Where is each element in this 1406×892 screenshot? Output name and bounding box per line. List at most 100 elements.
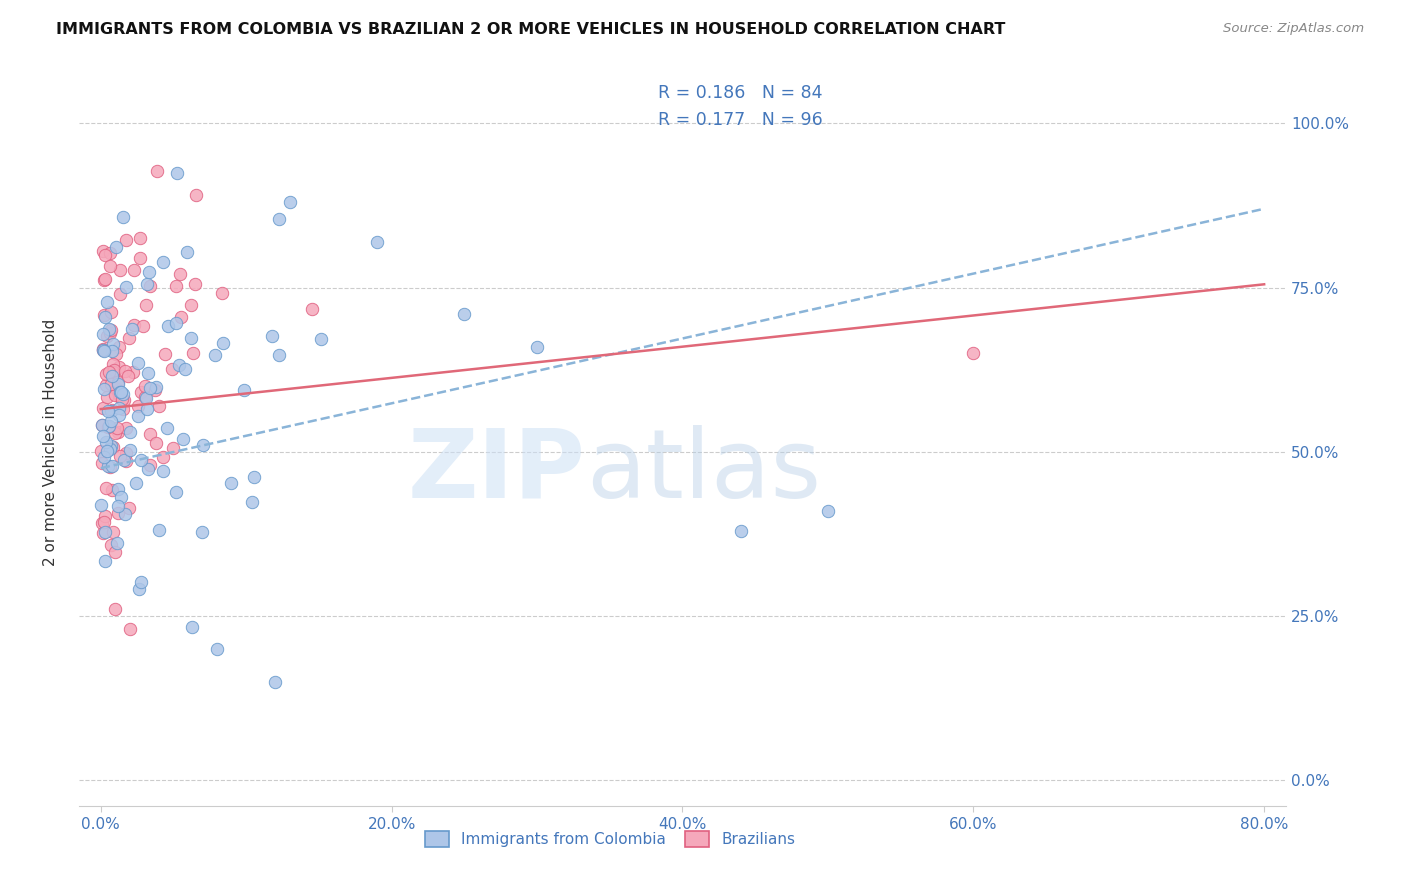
Point bbox=[104, 426, 127, 441]
Point bbox=[165, 279, 187, 293]
Point bbox=[170, 310, 193, 324]
Point bbox=[176, 245, 198, 260]
Point bbox=[138, 458, 160, 473]
Point bbox=[104, 545, 127, 559]
Point bbox=[110, 491, 132, 505]
Point bbox=[105, 382, 128, 396]
Point bbox=[301, 302, 323, 317]
Point bbox=[93, 382, 115, 396]
Point bbox=[111, 392, 134, 406]
Text: atlas: atlas bbox=[586, 425, 821, 517]
Point bbox=[98, 246, 121, 260]
Point bbox=[155, 347, 177, 361]
Point bbox=[134, 379, 156, 393]
Point bbox=[96, 295, 118, 310]
Point bbox=[112, 392, 135, 407]
Point bbox=[101, 336, 124, 351]
Point bbox=[730, 524, 752, 538]
Point bbox=[110, 384, 132, 399]
Point bbox=[90, 418, 112, 433]
Y-axis label: 2 or more Vehicles in Household: 2 or more Vehicles in Household bbox=[44, 318, 58, 566]
Point bbox=[162, 441, 184, 455]
Point bbox=[93, 308, 115, 322]
Point bbox=[96, 391, 118, 405]
Point bbox=[108, 262, 131, 277]
Point bbox=[108, 409, 131, 423]
Point bbox=[267, 211, 290, 226]
Point bbox=[152, 464, 174, 478]
Point bbox=[128, 582, 150, 596]
Point bbox=[191, 525, 214, 540]
Point bbox=[93, 247, 115, 261]
Point bbox=[105, 536, 128, 550]
Point bbox=[91, 401, 114, 415]
Point bbox=[105, 347, 128, 361]
Point bbox=[107, 499, 129, 513]
Point bbox=[101, 525, 124, 540]
Point bbox=[108, 286, 131, 301]
Point bbox=[105, 421, 128, 435]
Point bbox=[232, 383, 254, 397]
Point bbox=[94, 508, 117, 523]
Point bbox=[148, 523, 170, 537]
Point bbox=[93, 273, 115, 287]
Point bbox=[311, 332, 333, 346]
Legend: Immigrants from Colombia, Brazilians: Immigrants from Colombia, Brazilians bbox=[419, 824, 801, 854]
Point bbox=[97, 364, 120, 378]
Point bbox=[156, 318, 179, 333]
Point bbox=[91, 526, 114, 541]
Point bbox=[122, 318, 145, 333]
Point bbox=[105, 239, 128, 253]
Point bbox=[129, 384, 152, 399]
Point bbox=[112, 210, 135, 224]
Point bbox=[100, 323, 122, 337]
Text: R = 0.186   N = 84: R = 0.186 N = 84 bbox=[658, 85, 823, 103]
Point bbox=[90, 498, 112, 512]
Point bbox=[115, 421, 138, 435]
Point bbox=[101, 365, 124, 379]
Point bbox=[114, 280, 136, 294]
Point bbox=[139, 427, 162, 442]
Point bbox=[103, 357, 125, 371]
Point bbox=[191, 438, 214, 452]
Point bbox=[166, 166, 188, 180]
Point bbox=[204, 348, 226, 362]
Point bbox=[91, 343, 114, 357]
Point bbox=[108, 401, 131, 415]
Point bbox=[139, 381, 162, 395]
Point bbox=[97, 420, 120, 434]
Point bbox=[129, 452, 152, 467]
Point bbox=[114, 453, 136, 467]
Point bbox=[143, 384, 166, 398]
Point bbox=[104, 602, 127, 616]
Point bbox=[817, 504, 839, 518]
Point bbox=[145, 380, 167, 394]
Point bbox=[91, 244, 114, 259]
Point bbox=[366, 235, 388, 249]
Point bbox=[98, 459, 121, 474]
Point bbox=[212, 336, 235, 351]
Point bbox=[145, 164, 167, 178]
Point bbox=[267, 348, 290, 362]
Point bbox=[103, 440, 125, 454]
Point bbox=[104, 388, 127, 402]
Point bbox=[127, 399, 149, 413]
Point bbox=[93, 554, 115, 568]
Point bbox=[112, 452, 135, 467]
Point bbox=[101, 368, 124, 383]
Point bbox=[101, 403, 124, 417]
Point bbox=[91, 326, 114, 341]
Point bbox=[97, 403, 120, 417]
Point bbox=[128, 252, 150, 266]
Point bbox=[107, 507, 129, 521]
Point bbox=[129, 574, 152, 589]
Point bbox=[165, 316, 187, 330]
Point bbox=[117, 369, 139, 384]
Point bbox=[262, 329, 284, 343]
Point bbox=[205, 641, 228, 656]
Point bbox=[122, 365, 145, 379]
Point bbox=[167, 359, 190, 373]
Point bbox=[91, 342, 114, 356]
Point bbox=[100, 414, 122, 428]
Point bbox=[94, 272, 117, 286]
